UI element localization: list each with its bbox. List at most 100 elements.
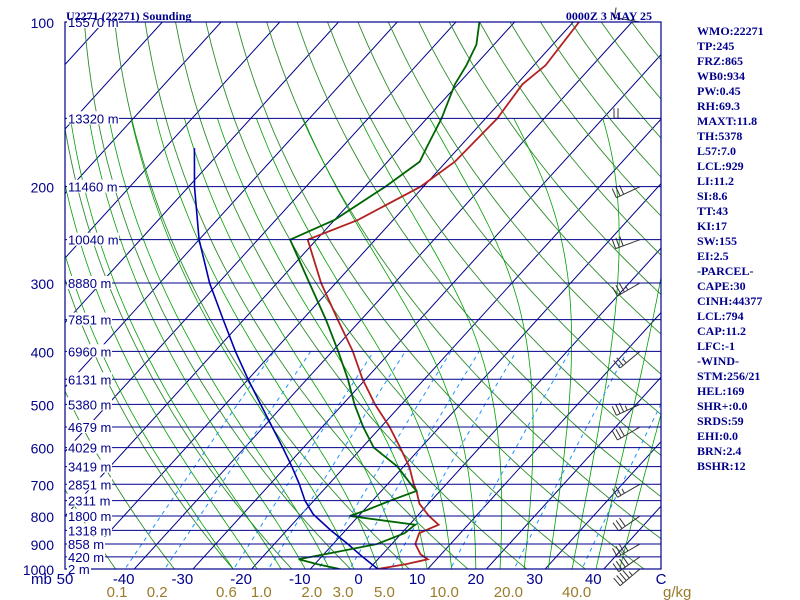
dry-adiabat-line <box>357 22 661 416</box>
temperature-tick-label: -30 <box>172 571 194 588</box>
wind-barb-staff <box>619 568 641 587</box>
mixing-ratio-label: 1.0 <box>251 584 272 600</box>
wind-barb-staff <box>617 426 641 441</box>
index-value: WMO:22271 <box>697 24 764 38</box>
isotherm-line <box>65 22 222 195</box>
index-value: -WIND- <box>697 354 739 368</box>
wind-barb <box>612 426 641 441</box>
wind-barb-flag <box>611 406 617 416</box>
wind-barb-flag <box>619 236 624 246</box>
dry-adiabat-line <box>327 22 661 456</box>
isotherm-line <box>485 376 661 569</box>
height-label-bg <box>67 549 105 563</box>
temperature-tick-label: 50 <box>57 571 74 588</box>
height-tick-label: 3419 m <box>68 460 111 475</box>
index-value: KI:17 <box>697 219 727 233</box>
index-value: STM:256/21 <box>697 369 761 383</box>
temperature-tick-label: -20 <box>230 571 252 588</box>
index-value: SRDS:59 <box>697 414 744 428</box>
index-value: CINH:44377 <box>697 294 763 308</box>
dry-adiabat-line <box>235 22 645 569</box>
wind-barb-flag <box>615 546 622 556</box>
wind-barb-flag <box>615 486 622 496</box>
index-value: FRZ:865 <box>697 54 743 68</box>
pressure-unit-label: mb <box>31 571 52 588</box>
pressure-tick-label: 500 <box>31 397 55 413</box>
pressure-tick-label: 600 <box>31 441 55 457</box>
mixing-ratio-line <box>124 351 275 569</box>
mixing-ratio-label: 0.6 <box>216 584 237 600</box>
wind-barb <box>613 568 641 587</box>
height-label-bg <box>67 276 112 289</box>
index-value: MAXT:11.8 <box>697 114 758 128</box>
height-tick-label: 10040 m <box>68 233 119 248</box>
wind-barb <box>612 483 641 498</box>
chart-frame <box>64 21 662 570</box>
dry-adiabat-line <box>448 22 661 296</box>
height-tick-label: 2 m <box>68 562 90 577</box>
height-tick-label: 7851 m <box>68 313 111 328</box>
wind-barb-flag <box>612 522 620 532</box>
pressure-tick-label: 1000 <box>23 562 54 578</box>
mixing-ratio-label: 20.0 <box>494 584 523 600</box>
dry-adiabat-line <box>387 22 661 375</box>
mixing-ratio-label: 0.2 <box>147 584 168 600</box>
index-value: TH:5378 <box>697 129 743 143</box>
wind-barb-staff <box>615 239 641 250</box>
wind-barb-flag <box>616 575 624 584</box>
dry-adiabat-line <box>479 22 661 256</box>
index-value: HEL:169 <box>697 384 745 398</box>
isotherm-line <box>309 182 661 569</box>
wind-barb-flag <box>618 544 625 554</box>
pressure-tick-label: 400 <box>31 344 55 360</box>
wind-barb-flag <box>615 560 623 570</box>
wind-barb-half-flag <box>621 488 625 494</box>
height-label-bg <box>67 477 112 491</box>
height-label-bg <box>67 420 112 433</box>
index-value: TP:245 <box>697 39 735 53</box>
index-value: SW:155 <box>697 234 738 248</box>
height-label-bg <box>67 15 119 28</box>
pressure-tick-label: 100 <box>31 15 55 31</box>
index-value: LCL:794 <box>697 309 744 323</box>
index-value: -PARCEL- <box>697 264 754 278</box>
height-tick-label: 2311 m <box>68 494 110 509</box>
height-tick-label: 1800 m <box>68 509 111 524</box>
mixing-ratio-label: g/kg <box>663 584 691 600</box>
temperature-tick-label: 10 <box>409 571 426 588</box>
wind-barb-flag <box>619 517 626 527</box>
wind-barb-flag <box>615 285 622 295</box>
isotherm-line <box>427 311 661 569</box>
height-tick-label: 1318 m <box>68 523 111 538</box>
mixing-ratio-label: 40.0 <box>562 584 591 600</box>
temperature-tick-label: 30 <box>526 571 543 588</box>
index-value: PW:0.45 <box>697 84 741 98</box>
dry-adiabat-line <box>296 22 661 498</box>
dry-adiabat-line <box>83 22 352 569</box>
wind-barb-flag <box>611 239 617 249</box>
wind-barb-flag <box>615 186 621 197</box>
temperature-tick-label: 40 <box>585 571 602 588</box>
pressure-tick-label: 700 <box>31 477 55 493</box>
wind-barb-flag <box>615 429 622 439</box>
chart-title: U2271 (22271) Sounding <box>66 9 191 23</box>
temperature-tick-label: -40 <box>113 571 135 588</box>
wind-barb-staff <box>617 543 641 558</box>
isotherm-line <box>65 22 398 388</box>
index-value: WB0:934 <box>697 69 745 83</box>
height-tick-label: 2851 m <box>68 477 111 492</box>
height-tick-label: 6131 m <box>68 372 111 387</box>
wind-barb-flag <box>615 520 623 529</box>
wind-barb-flag <box>612 431 618 441</box>
mixing-ratio-line <box>581 403 661 569</box>
index-value: SHR+:0.0 <box>697 399 748 413</box>
height-label-bg <box>67 372 112 386</box>
mixing-ratio-line <box>349 351 480 569</box>
wind-barb-flag <box>612 563 620 572</box>
height-tick-label: 11460 m <box>68 180 118 195</box>
isotherm-line <box>192 53 661 569</box>
chart-date: 0000Z 3 MAY 25 <box>566 9 652 23</box>
wind-barb <box>612 543 641 558</box>
mixing-ratio-label: 3.0 <box>333 584 354 600</box>
